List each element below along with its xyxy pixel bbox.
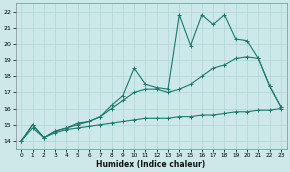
X-axis label: Humidex (Indice chaleur): Humidex (Indice chaleur) bbox=[97, 159, 206, 169]
